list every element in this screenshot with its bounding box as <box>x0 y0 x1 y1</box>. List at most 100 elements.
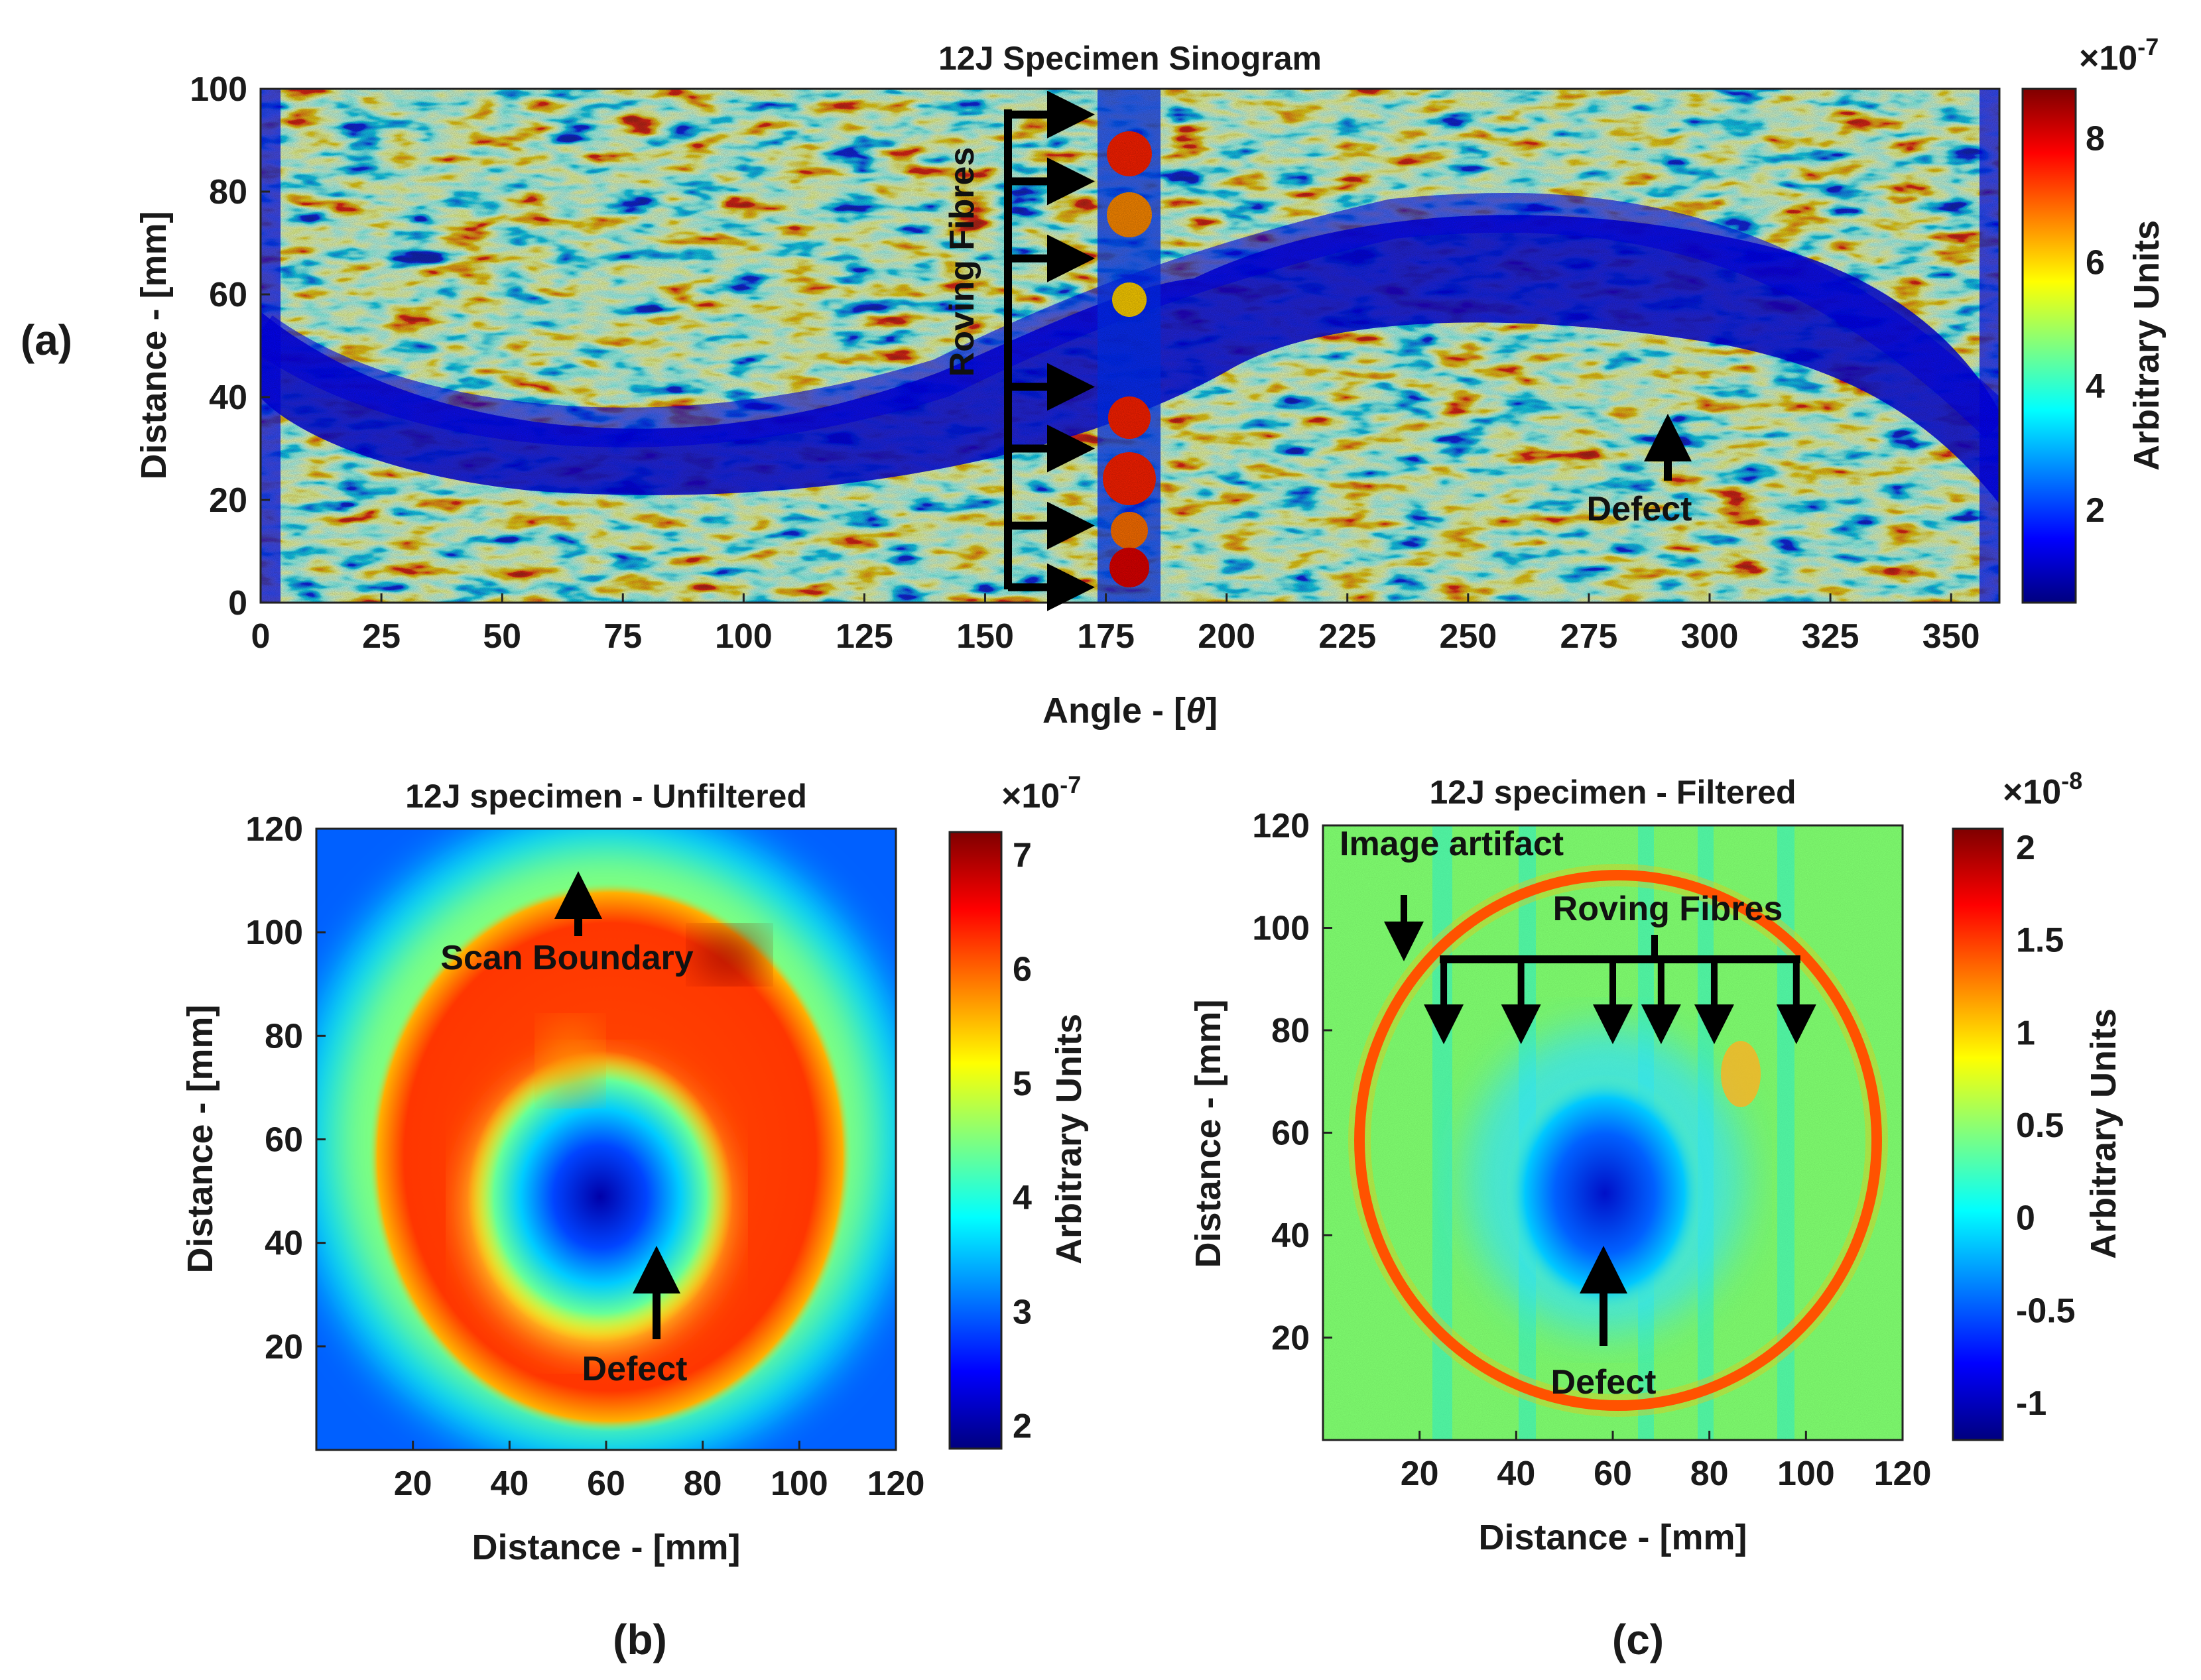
panel-a-title: 12J Specimen Sinogram <box>938 40 1322 77</box>
x-tick-label: 40 <box>1497 1455 1535 1493</box>
x-tick-label: 80 <box>1690 1455 1729 1493</box>
panel-c-y-ticks: 20 40 60 80 100 120 <box>1252 807 1332 1358</box>
x-tick-label: 120 <box>867 1465 925 1503</box>
y-tick-label: 60 <box>1271 1114 1310 1153</box>
panel-b-y-ticks: 20 40 60 80 100 120 <box>245 810 326 1366</box>
y-tick-label: 60 <box>265 1121 303 1160</box>
colorbar-tick-label: 5 <box>1013 1065 1032 1103</box>
scan-ring <box>1354 870 1882 1411</box>
colorbar-tick-label: 7 <box>1013 836 1032 874</box>
panel-c-colorbar-ticks: -1 -0.5 0 0.5 1 1.5 2 <box>2016 829 2076 1423</box>
panel-c-defect-label: Defect <box>1551 1363 1657 1402</box>
x-tick-label: 225 <box>1318 617 1376 656</box>
panel-a: 12J Specimen Sinogram 0 25 <box>21 33 2167 731</box>
colorbar-tick-label: 2 <box>1013 1408 1032 1446</box>
panel-b-defect-label: Defect <box>582 1350 688 1388</box>
x-tick-label: 120 <box>1874 1455 1932 1493</box>
panel-a-ylabel: Distance - [mm] <box>134 211 174 479</box>
panel-a-label: (a) <box>21 316 72 364</box>
colorbar-tick-label: 6 <box>2086 243 2105 282</box>
panel-b-heatmap <box>316 829 896 1450</box>
y-tick-label: 80 <box>265 1017 303 1055</box>
roving-fibres-arrows-a <box>1004 90 1095 611</box>
panel-b-colorbar <box>948 831 1003 1450</box>
y-tick-label: 40 <box>1271 1217 1310 1255</box>
panel-a-xlabel: Angle - [θ] <box>1042 691 1218 731</box>
panel-c-x-ticks: 20 40 60 80 100 120 <box>1401 1431 1932 1493</box>
colorbar-tick-label: 1.5 <box>2016 922 2064 960</box>
panel-c: 12J specimen - Filtered 20 40 60 80 100 120 2… <box>1188 767 2123 1663</box>
panel-a-heatmap <box>261 89 1999 603</box>
panel-b-scan-boundary-label: Scan Boundary <box>440 939 693 977</box>
x-tick-label: 100 <box>771 1465 828 1503</box>
x-tick-label: 25 <box>362 617 401 656</box>
x-tick-label: 350 <box>1922 617 1980 656</box>
x-tick-label: 75 <box>603 617 642 656</box>
x-tick-label: 40 <box>490 1465 529 1503</box>
x-tick-label: 80 <box>684 1465 722 1503</box>
colorbar-tick-label: 0.5 <box>2016 1107 2064 1145</box>
x-tick-label: 100 <box>715 617 773 656</box>
x-tick-label: 175 <box>1077 617 1135 656</box>
panel-b-colorbar-ticks: 2 3 4 5 6 7 <box>1013 836 1032 1445</box>
colorbar-tick-label: -1 <box>2016 1384 2046 1423</box>
panel-a-x-ticks: 0 25 50 75 100 125 150 175 200 225 250 275 300 325 350 <box>251 593 1980 656</box>
panel-a-colorbar-ticks: 2 4 6 8 <box>2086 120 2105 530</box>
panel-c-colorbar-exponent: ×10-8 <box>2003 767 2082 811</box>
panel-b-xlabel: Distance - [mm] <box>472 1528 740 1567</box>
y-tick-label: 120 <box>1252 807 1310 845</box>
panel-a-y-ticks: 0 20 40 60 80 100 <box>190 70 270 623</box>
panel-b-ylabel: Distance - [mm] <box>180 1004 220 1273</box>
y-tick-label: 40 <box>209 379 247 417</box>
x-tick-label: 60 <box>587 1465 625 1503</box>
colorbar-tick-label: 8 <box>2086 120 2105 158</box>
panel-c-xlabel: Distance - [mm] <box>1478 1518 1747 1557</box>
colorbar-tick-label: 2 <box>2016 829 2035 867</box>
panel-a-roving-fibres-label: Roving Fibres <box>943 147 981 377</box>
y-tick-label: 80 <box>209 173 247 211</box>
panel-c-heatmap <box>1323 825 1903 1440</box>
panel-a-colorbar-label: Arbitrary Units <box>2127 220 2167 471</box>
x-tick-label: 150 <box>956 617 1014 656</box>
panel-c-colorbar-label: Arbitrary Units <box>2084 1008 2123 1259</box>
panel-c-colorbar <box>1952 827 2004 1441</box>
x-tick-label: 125 <box>836 617 893 656</box>
x-tick-label: 0 <box>251 617 271 656</box>
panel-b-colorbar-exponent: ×10-7 <box>1001 771 1081 815</box>
x-tick-label: 20 <box>1401 1455 1439 1493</box>
panel-a-colorbar-exponent: ×10-7 <box>2079 33 2159 78</box>
x-tick-label: 200 <box>1198 617 1255 656</box>
y-tick-label: 20 <box>265 1328 303 1366</box>
y-tick-label: 100 <box>190 70 247 109</box>
y-tick-label: 0 <box>228 584 247 623</box>
panel-b-x-ticks: 20 40 60 80 100 120 <box>394 1441 925 1503</box>
colorbar-tick-label: 3 <box>1013 1293 1032 1331</box>
y-tick-label: 80 <box>1271 1012 1310 1050</box>
y-tick-label: 40 <box>265 1225 303 1263</box>
panel-a-defect-label: Defect <box>1587 490 1692 528</box>
x-tick-label: 325 <box>1802 617 1859 656</box>
x-tick-label: 250 <box>1439 617 1497 656</box>
y-tick-label: 120 <box>245 810 303 849</box>
y-tick-label: 20 <box>1271 1319 1310 1358</box>
y-tick-label: 20 <box>209 481 247 520</box>
panel-c-title: 12J specimen - Filtered <box>1429 774 1796 811</box>
colorbar-tick-label: 1 <box>2016 1014 2035 1052</box>
x-tick-label: 100 <box>1777 1455 1835 1493</box>
panel-b-colorbar-label: Arbitrary Units <box>1049 1014 1089 1264</box>
colorbar-tick-label: 0 <box>2016 1199 2035 1238</box>
panel-c-ylabel: Distance - [mm] <box>1188 999 1228 1268</box>
x-tick-label: 300 <box>1681 617 1739 656</box>
colorbar-tick-label: 6 <box>1013 951 1032 989</box>
panel-b-title: 12J specimen - Unfiltered <box>405 778 807 815</box>
y-tick-label: 100 <box>1252 910 1310 948</box>
colorbar-tick-label: 2 <box>2086 491 2105 530</box>
roving-fibres-arrows-c <box>1424 935 1816 1044</box>
colorbar-tick-label: 4 <box>2086 367 2105 406</box>
panel-c-roving-fibres-label: Roving Fibres <box>1553 890 1783 928</box>
panel-b-label: (b) <box>613 1616 667 1663</box>
colorbar-tick-label: 4 <box>1013 1179 1032 1217</box>
x-tick-label: 20 <box>394 1465 432 1503</box>
panel-c-label: (c) <box>1612 1616 1664 1663</box>
